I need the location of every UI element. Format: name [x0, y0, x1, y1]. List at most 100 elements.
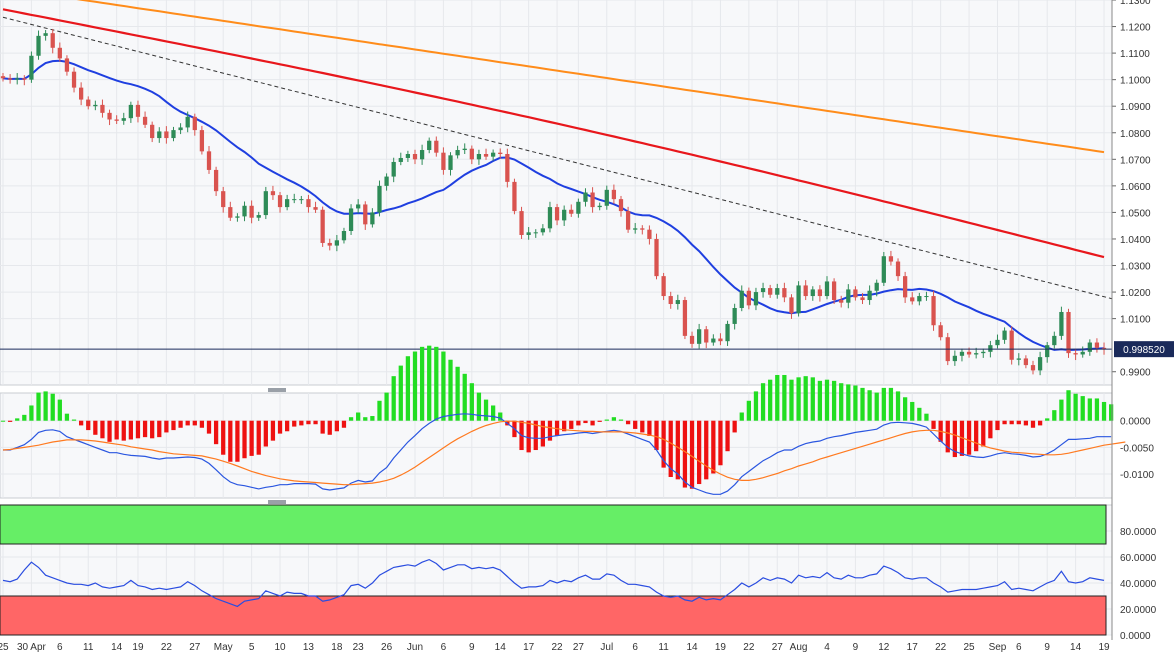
macd-histogram-bar	[974, 420, 979, 452]
panel-splitter-handle[interactable]	[268, 388, 286, 392]
y-tick-label-price: 1.0400	[1120, 235, 1151, 246]
x-tick-label: 27	[772, 642, 784, 653]
macd-histogram-bar	[760, 383, 766, 421]
macd-histogram-bar	[483, 399, 489, 421]
macd-histogram-bar	[1080, 396, 1085, 421]
candle-up	[1059, 311, 1064, 336]
macd-histogram-bar	[36, 392, 41, 421]
candle-down	[107, 112, 112, 120]
macd-histogram-bar	[249, 420, 254, 456]
candle-down	[938, 325, 943, 338]
macd-histogram-bar	[107, 420, 112, 442]
candle-up	[348, 208, 354, 231]
macd-histogram-bar	[192, 420, 197, 426]
candle-up	[952, 355, 957, 362]
candle-down	[554, 207, 560, 221]
macd-signal-line	[2, 420, 1126, 486]
macd-histogram-bar	[654, 420, 659, 451]
y-tick-label-rsi: 20.0000	[1120, 605, 1157, 616]
y-tick-label-rsi: 0.0000	[1120, 631, 1151, 642]
candle-down	[114, 119, 119, 121]
candle-up	[959, 351, 965, 356]
macd-histogram-bar	[533, 420, 538, 451]
candle-down	[306, 199, 311, 208]
candle-up	[405, 154, 411, 158]
panel-bg-2	[0, 392, 1113, 499]
candle-up	[526, 232, 531, 235]
macd-histogram-bar	[213, 420, 219, 445]
macd-histogram-bar	[15, 418, 20, 421]
x-tick-label: 14	[686, 642, 698, 653]
x-tick-label: 17	[907, 642, 919, 653]
macd-histogram-bar	[853, 385, 858, 421]
y-tick-label-rsi: 60.0000	[1120, 553, 1157, 564]
macd-histogram-bar	[327, 420, 332, 435]
macd-histogram-bar	[235, 420, 240, 462]
x-tick-label: 10	[274, 642, 286, 653]
x-tick-label: 19	[1098, 642, 1110, 653]
candle-up	[455, 150, 460, 156]
macd-histogram-bar	[341, 420, 347, 428]
candle-down	[1094, 342, 1100, 348]
candle-up	[128, 104, 133, 119]
candle-down	[412, 154, 418, 160]
x-tick-label: 25	[964, 642, 976, 653]
candle-up	[1016, 358, 1021, 360]
macd-histogram-bar	[455, 366, 460, 421]
candle-up	[341, 231, 347, 241]
candle-down	[682, 300, 688, 336]
macd-histogram-bar	[199, 420, 205, 428]
x-tick-label: 5	[249, 642, 255, 653]
candle-up	[810, 289, 815, 297]
macd-histogram-bar	[157, 420, 162, 438]
rsi-line	[2, 558, 1105, 608]
candle-down	[839, 300, 844, 303]
candle-down	[327, 242, 332, 246]
macd-histogram-bar	[491, 405, 496, 421]
candle-up	[1080, 351, 1085, 355]
candle-up	[604, 189, 609, 206]
candle-down	[689, 335, 695, 344]
candle-down	[86, 99, 91, 107]
candle-up	[121, 118, 126, 121]
macd-histogram-bar	[135, 420, 141, 439]
x-tick-label: 27	[573, 642, 585, 653]
macd-histogram-bar	[640, 420, 645, 433]
x-tick-label: 14	[1070, 642, 1082, 653]
candle-up	[263, 191, 268, 216]
macd-histogram-bar	[526, 420, 531, 453]
x-tick-label: 14	[111, 642, 123, 653]
macd-histogram-bar	[320, 420, 325, 434]
candle-down	[831, 281, 837, 301]
sma-red-line	[2, 8, 1105, 259]
macd-histogram-bar	[263, 420, 268, 447]
y-tick-label-price: 1.0900	[1120, 102, 1151, 113]
candle-up	[419, 150, 425, 160]
candle-up	[846, 289, 851, 303]
macd-histogram-bar	[412, 351, 418, 421]
macd-histogram-bar	[775, 374, 780, 421]
x-tick-label: 14	[495, 642, 507, 653]
macd-histogram-bar	[846, 384, 851, 421]
x-tick-label: 22	[161, 642, 173, 653]
candle-up	[753, 292, 759, 306]
macd-histogram-bar	[1059, 399, 1064, 421]
candle-up	[633, 228, 638, 230]
macd-histogram-bar	[1073, 393, 1078, 421]
macd-histogram-bar	[228, 420, 233, 462]
y-tick-label-price: 1.0200	[1120, 288, 1151, 299]
macd-histogram-bar	[697, 420, 702, 485]
candle-up	[583, 192, 588, 202]
panel-splitter-handle[interactable]	[268, 500, 286, 504]
macd-histogram-bar	[43, 391, 48, 421]
macd-histogram-bar	[917, 407, 922, 421]
macd-histogram-bar	[206, 420, 212, 434]
candle-down	[640, 228, 645, 230]
x-tick-label: 6	[1016, 642, 1022, 653]
x-tick-label: May	[214, 642, 233, 653]
x-tick-label: 9	[1044, 642, 1050, 653]
macd-histogram-bar	[277, 420, 283, 434]
macd-histogram-bar	[682, 420, 688, 488]
macd-histogram-bar	[476, 392, 482, 421]
